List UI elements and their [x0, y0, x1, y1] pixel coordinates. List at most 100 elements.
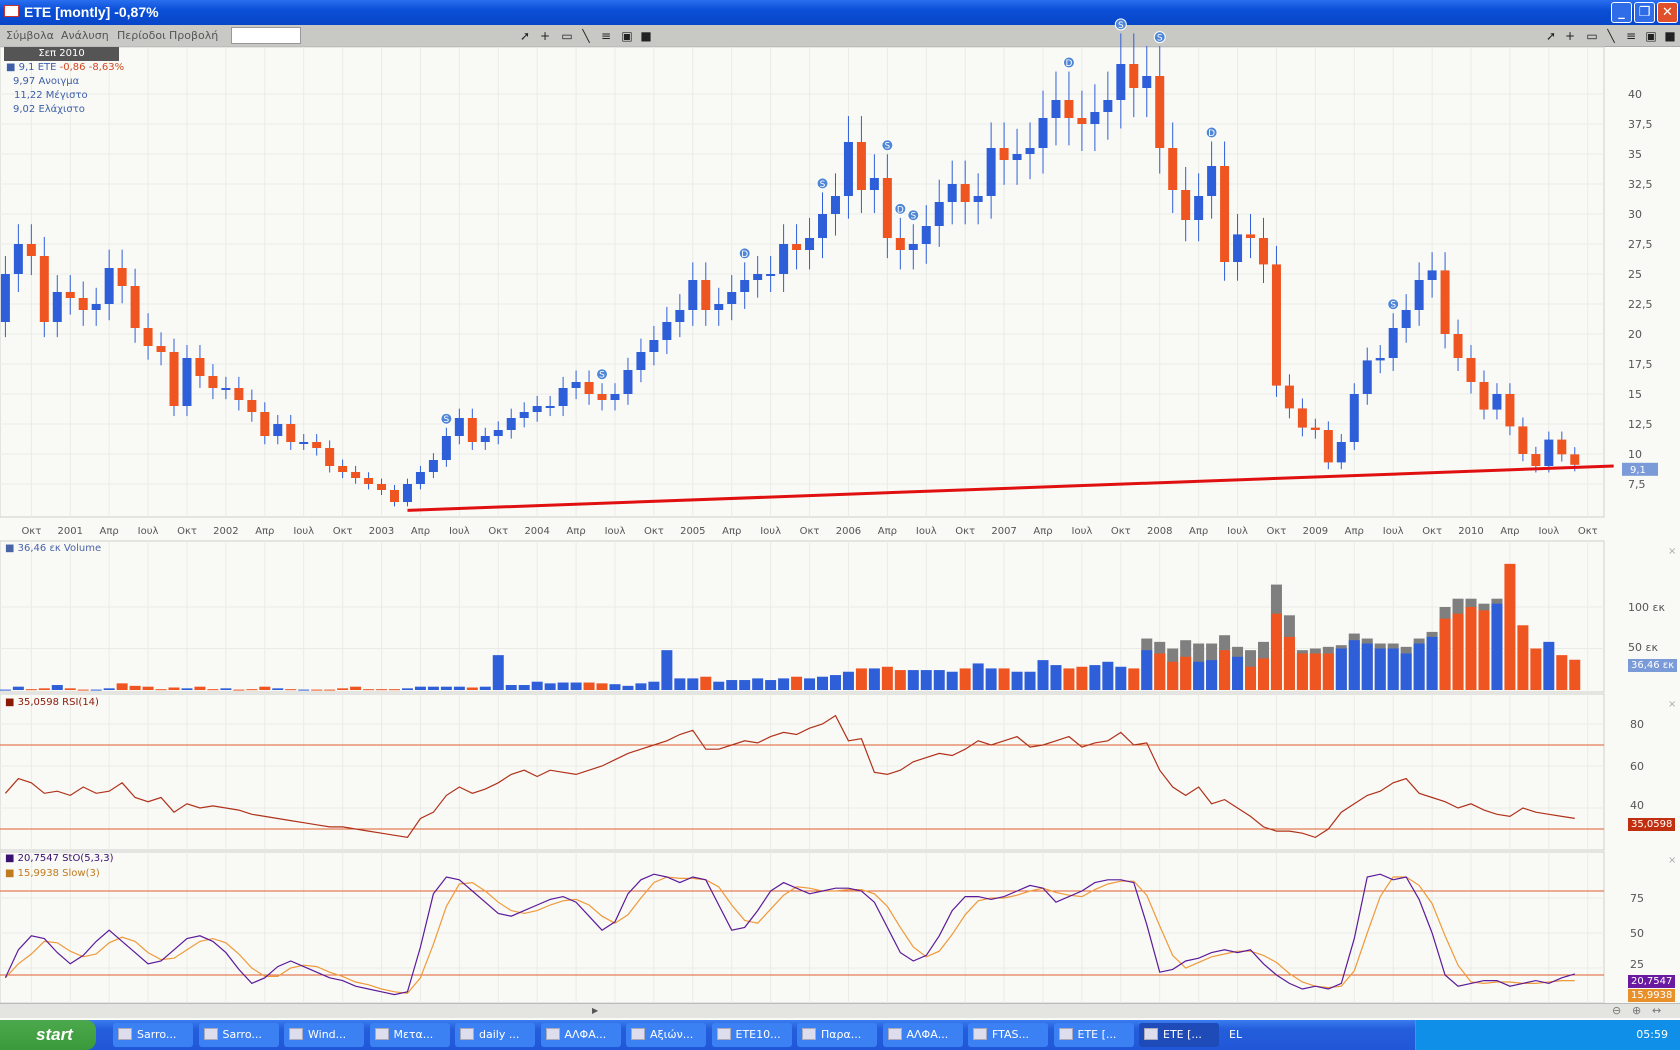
taskbar-item-label: ΑΛΦΑ... [906, 1028, 949, 1041]
candle-body [493, 430, 503, 436]
save-icon[interactable]: ■ [1664, 29, 1676, 43]
candle-body [1349, 394, 1359, 442]
candle-body [662, 322, 672, 340]
close-button[interactable]: ✕ [1657, 2, 1678, 23]
taskbar-item[interactable]: Wind... [284, 1023, 364, 1047]
legend-last-value: 9,1 ETE [18, 62, 57, 73]
volume-bar [1374, 648, 1386, 690]
volume-bar [1076, 666, 1088, 690]
date-tick-label: 2001 [58, 526, 83, 537]
pointer-icon[interactable]: ➚ [1545, 29, 1557, 43]
volume-bar [622, 685, 634, 690]
signal-marker-icon [440, 412, 453, 425]
minimize-button[interactable]: _ [1611, 2, 1632, 23]
volume-bar [739, 680, 751, 690]
volume-bar [246, 689, 258, 691]
close-pane-icon[interactable]: × [1668, 855, 1677, 866]
close-pane-icon[interactable]: × [1668, 546, 1677, 557]
restore-button[interactable]: ❐ [1634, 2, 1655, 23]
candle-body [623, 370, 633, 394]
zoom-in-icon[interactable]: ⊕ [1632, 1004, 1642, 1017]
volume-bar [765, 680, 777, 690]
volume-bar [674, 678, 686, 690]
date-tick-label: Απρ [722, 526, 741, 537]
fit-width-icon[interactable]: ↔ [1652, 1004, 1662, 1017]
system-tray: 05:59 [1415, 1020, 1680, 1050]
candle-body [143, 328, 153, 346]
close-pane-icon[interactable]: × [1668, 699, 1677, 710]
start-button[interactable]: start [0, 1020, 96, 1050]
taskbar-item[interactable]: ETE [... [1053, 1023, 1134, 1047]
rectangle-icon[interactable]: ▭ [1586, 29, 1598, 43]
signal-marker-icon [1387, 298, 1400, 311]
candle-body [1414, 280, 1424, 310]
window-icon [118, 1028, 132, 1040]
menu-symbols[interactable]: Σύμβολα [6, 29, 54, 42]
rectangle-icon[interactable]: ▭ [561, 29, 573, 43]
volume-bar [661, 650, 673, 690]
taskbar-item[interactable]: Sarro... [113, 1023, 193, 1047]
taskbar-item[interactable]: FTAS... [968, 1023, 1048, 1047]
volume-bar [583, 682, 595, 690]
line-icon[interactable]: ╲ [1607, 29, 1615, 43]
candle-body [1518, 426, 1528, 454]
candle-body [1233, 234, 1243, 262]
volume-bar [38, 688, 50, 690]
volume-bar [1011, 671, 1023, 690]
grid-lines-icon[interactable]: ≡ [600, 29, 612, 43]
menu-periods[interactable]: Περίοδοι [117, 29, 166, 42]
scroll-arrow-icon[interactable]: ▶ [592, 1006, 599, 1015]
taskbar-item[interactable]: ETE [... [1139, 1023, 1219, 1047]
taskbar-item[interactable]: daily ... [455, 1023, 535, 1047]
cursor-date: Σεπ 2010 [4, 47, 119, 61]
crosshair-icon[interactable]: + [539, 29, 551, 43]
volume-bar [12, 686, 24, 690]
candle-body [610, 394, 620, 400]
crosshair-icon[interactable]: + [1564, 29, 1576, 43]
grid-lines-icon[interactable]: ≡ [1625, 29, 1637, 43]
candle-body [1492, 394, 1502, 410]
volume-bar [155, 689, 167, 691]
date-tick-label: 2009 [1303, 526, 1328, 537]
window-icon [545, 1028, 560, 1040]
taskbar-item[interactable]: ΑΛΦΑ... [882, 1023, 963, 1047]
window-icon [460, 1028, 474, 1040]
candle-body [558, 388, 568, 406]
chart-icon[interactable]: ▣ [621, 29, 633, 43]
support-trendline [407, 464, 1614, 512]
candle-body [1090, 112, 1100, 124]
taskbar-item[interactable]: Μετα... [369, 1023, 450, 1047]
language-indicator[interactable]: EL [1229, 1028, 1243, 1041]
taskbar-item[interactable]: Sarro... [198, 1023, 279, 1047]
candle-body [908, 244, 918, 250]
volume-bar [1517, 625, 1529, 690]
volume-bar [1180, 656, 1192, 690]
symbol-input[interactable] [231, 27, 301, 44]
line-icon[interactable]: ╲ [582, 29, 590, 43]
stoch-k-label-text: 20,7547 StO(5,3,3) [17, 853, 114, 864]
save-icon[interactable]: ■ [640, 29, 652, 43]
menu-view[interactable]: Προβολή [169, 29, 219, 42]
taskbar-item[interactable]: ETE10... [711, 1023, 792, 1047]
horizontal-scrollbar[interactable]: ▶ ⊖ ⊕ ↔ [0, 1003, 1680, 1018]
taskbar-item[interactable]: Αξιών... [626, 1023, 706, 1047]
candle-body [636, 352, 646, 370]
volume-bar [142, 686, 154, 690]
volume-bar [233, 689, 245, 691]
candle-body [208, 376, 218, 388]
rsi-tick-60: 60 [1630, 760, 1644, 773]
chart-icon[interactable]: ▣ [1645, 29, 1657, 43]
menu-analysis[interactable]: Ανάλυση [61, 29, 109, 42]
date-tick-label: Ιουλ [760, 526, 781, 537]
taskbar-item[interactable]: ΑΛΦΑ... [540, 1023, 621, 1047]
candle-body [740, 280, 750, 292]
candle-body [480, 436, 490, 442]
date-tick-label: 2008 [1147, 526, 1172, 537]
pane-background [0, 46, 1605, 518]
zoom-out-icon[interactable]: ⊖ [1612, 1004, 1622, 1017]
pointer-icon[interactable]: ➚ [519, 29, 531, 43]
candle-body [999, 148, 1009, 160]
taskbar-item[interactable]: Παρα... [797, 1023, 877, 1047]
candle-body [960, 184, 970, 202]
